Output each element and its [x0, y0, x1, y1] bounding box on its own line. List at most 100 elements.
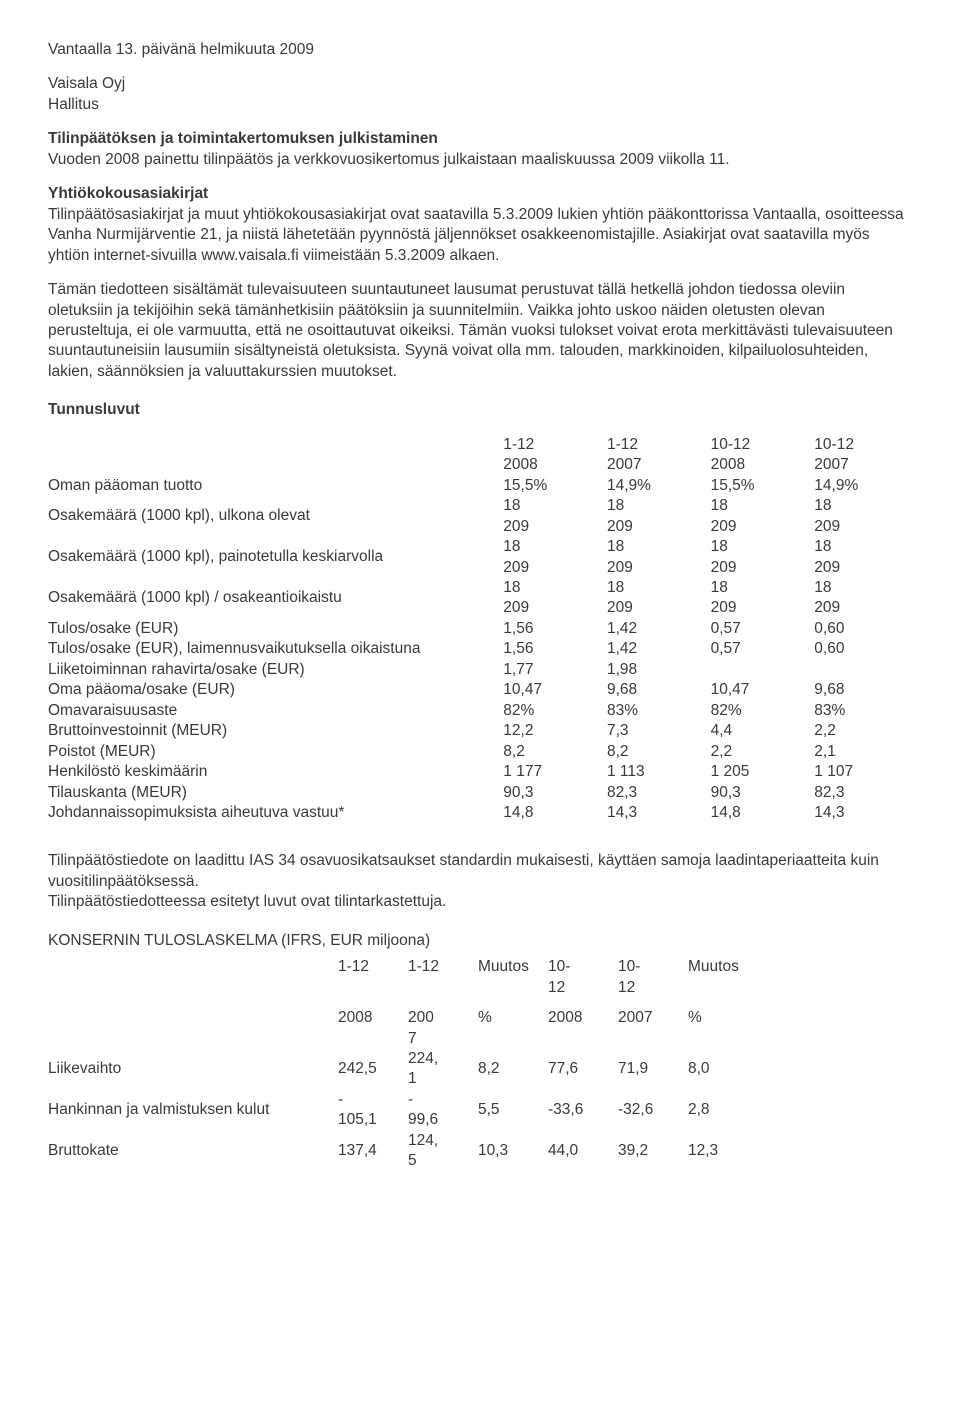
kpi-cell: 1,56	[497, 639, 601, 659]
kpi-cell: 2,2	[808, 721, 912, 741]
kpi-cell: 209	[808, 517, 912, 537]
kpi-cell: 209	[808, 558, 912, 578]
kpi-cell: 209	[808, 598, 912, 618]
kpi-cell: 10,47	[497, 680, 601, 700]
kpi-row-label: Tulos/osake (EUR), laimennusvaikutuksell…	[48, 639, 497, 659]
income-col-header: 1-12	[338, 957, 408, 998]
sec1-title: Tilinpäätöksen ja toimintakertomuksen ju…	[48, 130, 438, 147]
company-name: Vaisala Oyj	[48, 75, 125, 92]
kpi-cell: 14,8	[705, 803, 809, 823]
kpi-cell: 1,42	[601, 619, 705, 639]
kpi-cell: 90,3	[497, 783, 601, 803]
note-l1: Tilinpäätöstiedote on laadittu IAS 34 os…	[48, 852, 879, 889]
income-cell: 39,2	[618, 1131, 688, 1172]
income-col-header: 10-12	[548, 957, 618, 998]
kpi-cell: 0,60	[808, 639, 912, 659]
kpi-cell: 83%	[808, 701, 912, 721]
income-row-label: Bruttokate	[48, 1131, 338, 1172]
kpi-cell: 0,60	[808, 619, 912, 639]
sec3-body: Tämän tiedotteen sisältämät tulevaisuute…	[48, 280, 912, 382]
kpi-col-header: 2007	[601, 455, 705, 475]
kpi-cell: 12,2	[497, 721, 601, 741]
kpi-cell: 18	[808, 496, 912, 516]
kpi-cell: 2,2	[705, 742, 809, 762]
kpi-cell: 1,77	[497, 660, 601, 680]
kpi-col-header: 10-12	[705, 435, 809, 455]
kpi-cell: 18	[705, 496, 809, 516]
kpi-row-label: Osakemäärä (1000 kpl), ulkona olevat	[48, 496, 497, 537]
kpi-col-header: 2008	[705, 455, 809, 475]
kpi-row-label: Poistot (MEUR)	[48, 742, 497, 762]
kpi-cell: 14,9%	[808, 476, 912, 496]
sec2-title: Yhtiökokousasiakirjat	[48, 185, 208, 202]
kpi-cell: 18	[808, 537, 912, 557]
kpi-cell: 8,2	[601, 742, 705, 762]
kpi-col-header: 1-12	[601, 435, 705, 455]
income-row-label: Liikevaihto	[48, 1049, 338, 1090]
kpi-cell: 209	[497, 598, 601, 618]
kpi-cell: 4,4	[705, 721, 809, 741]
kpi-cell: 82,3	[808, 783, 912, 803]
income-col-header: Muutos	[688, 957, 758, 998]
income-col-header: 2007	[408, 1008, 478, 1049]
kpi-cell: 10,47	[705, 680, 809, 700]
kpi-cell: 209	[497, 558, 601, 578]
kpi-cell: 18	[601, 496, 705, 516]
income-cell: -33,6	[548, 1090, 618, 1131]
kpi-cell: 209	[705, 517, 809, 537]
kpi-cell: 209	[601, 558, 705, 578]
kpi-cell: 209	[705, 558, 809, 578]
income-col-header: 2008	[548, 1008, 618, 1049]
kpi-cell: 7,3	[601, 721, 705, 741]
kpi-cell: 209	[497, 517, 601, 537]
kpi-cell: 82%	[497, 701, 601, 721]
income-col-header: 10-12	[618, 957, 688, 998]
kpi-cell: 1 177	[497, 762, 601, 782]
kpi-cell: 18	[497, 537, 601, 557]
income-cell: 77,6	[548, 1049, 618, 1090]
issuer: Hallitus	[48, 96, 99, 113]
kpi-col-header: 2007	[808, 455, 912, 475]
income-cell: 44,0	[548, 1131, 618, 1172]
income-cell: 124,5	[408, 1131, 478, 1172]
kpi-cell: 1 107	[808, 762, 912, 782]
kpi-cell: 18	[497, 496, 601, 516]
kpi-cell: 15,5%	[705, 476, 809, 496]
income-cell: 242,5	[338, 1049, 408, 1090]
kpi-cell: 18	[601, 537, 705, 557]
kpi-cell: 1,42	[601, 639, 705, 659]
sec1-body: Vuoden 2008 painettu tilinpäätös ja verk…	[48, 151, 730, 168]
income-col-header: 2008	[338, 1008, 408, 1049]
kpi-cell: 18	[705, 537, 809, 557]
kpi-cell: 1,98	[601, 660, 705, 680]
kpi-row-label: Osakemäärä (1000 kpl) / osakeantioikaist…	[48, 578, 497, 619]
kpi-cell: 2,1	[808, 742, 912, 762]
income-cell: 5,5	[478, 1090, 548, 1131]
income-cell: -99,6	[408, 1090, 478, 1131]
note-l2: Tilinpäätöstiedotteessa esitetyt luvut o…	[48, 893, 446, 910]
kpi-cell: 90,3	[705, 783, 809, 803]
income-cell: -32,6	[618, 1090, 688, 1131]
income-table: 1-121-12Muutos10-1210-12Muutos20082007%2…	[48, 957, 758, 1172]
kpi-cell: 209	[705, 598, 809, 618]
kpi-cell: 0,57	[705, 639, 809, 659]
income-cell: 12,3	[688, 1131, 758, 1172]
kpi-cell	[705, 660, 809, 680]
kpi-cell: 14,9%	[601, 476, 705, 496]
income-cell: 10,3	[478, 1131, 548, 1172]
kpi-row-label: Johdannaissopimuksista aiheutuva vastuu*	[48, 803, 497, 823]
kpi-col-header: 1-12	[497, 435, 601, 455]
income-cell: 71,9	[618, 1049, 688, 1090]
income-title: KONSERNIN TULOSLASKELMA (IFRS, EUR miljo…	[48, 931, 912, 951]
kpi-cell: 15,5%	[497, 476, 601, 496]
income-col-header: %	[688, 1008, 758, 1049]
kpi-row-label: Liiketoiminnan rahavirta/osake (EUR)	[48, 660, 497, 680]
income-cell: 224,1	[408, 1049, 478, 1090]
kpi-row-label: Tilauskanta (MEUR)	[48, 783, 497, 803]
kpi-row-label: Osakemäärä (1000 kpl), painotetulla kesk…	[48, 537, 497, 578]
kpi-cell	[808, 660, 912, 680]
income-cell: 137,4	[338, 1131, 408, 1172]
kpi-row-label: Henkilöstö keskimäärin	[48, 762, 497, 782]
kpi-cell: 18	[601, 578, 705, 598]
income-col-header: Muutos	[478, 957, 548, 998]
